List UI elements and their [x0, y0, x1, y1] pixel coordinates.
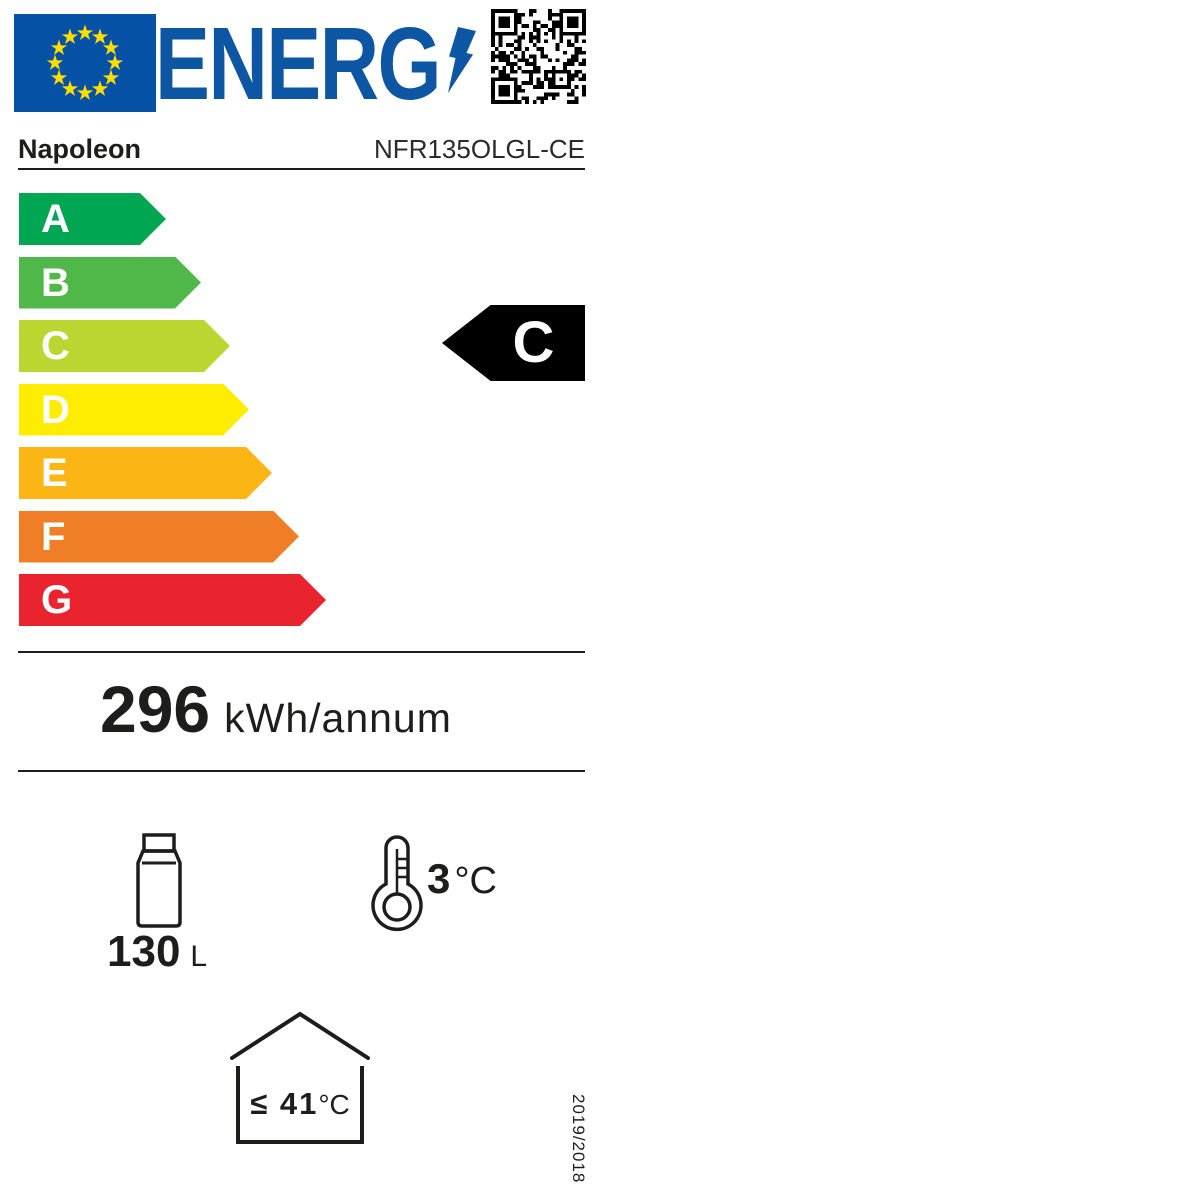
scale-arrow-f: F	[19, 511, 299, 563]
efficiency-scale: A B C D E F G	[19, 193, 326, 626]
consumption-unit: kWh/annum	[224, 695, 452, 741]
eu-flag-icon	[14, 14, 156, 112]
scale-label-b: B	[41, 260, 70, 305]
temperature-unit: °C	[454, 860, 497, 902]
scale-label-f: F	[41, 514, 66, 559]
temperature-value: 3	[427, 855, 451, 902]
rated-class-arrow: C	[442, 305, 585, 381]
lightning-bolt-icon	[448, 27, 476, 93]
brand-name: Napoleon	[18, 134, 142, 164]
scale-arrow-c: C	[19, 320, 230, 372]
scale-label-c: C	[41, 324, 70, 368]
divider-consumption-bottom	[18, 770, 585, 772]
model-number: NFR135OLGL-CE	[374, 134, 585, 164]
bottle-icon	[136, 833, 182, 928]
eu-flag-stars	[46, 24, 124, 100]
brand-row: Napoleon NFR135OLGL-CE	[18, 134, 585, 165]
scale-arrow-b: B	[19, 257, 201, 309]
lightning-bolt-shape	[448, 27, 476, 93]
ambient-value: ≤ 41	[250, 1086, 319, 1121]
volume-unit: L	[190, 940, 208, 973]
volume-row: 130 L	[107, 930, 207, 974]
thermometer-icon	[371, 835, 423, 932]
scale-label-d: D	[41, 387, 70, 432]
annual-consumption: 296 kWh/annum	[100, 676, 452, 742]
scale-arrow-e: E	[19, 447, 272, 499]
scale-arrow-g: G	[19, 574, 326, 626]
scale-label-g: G	[41, 578, 73, 622]
ambient-unit: °C	[318, 1089, 350, 1120]
qr-code	[491, 9, 586, 104]
scale-arrow-a: A	[19, 193, 166, 245]
house-icon	[230, 1011, 370, 1144]
divider-top	[18, 168, 585, 170]
temperature-row: 3 °C	[427, 858, 497, 903]
consumption-value: 296	[100, 672, 211, 746]
scale-label-e: E	[41, 451, 68, 495]
divider-consumption-top	[18, 651, 585, 653]
scale-label-a: A	[41, 197, 70, 241]
rated-class-label: C	[512, 310, 555, 375]
volume-value: 130	[107, 927, 181, 976]
ambient-row: ≤ 41°C	[226, 1086, 374, 1122]
energy-logo-text: ENERG	[155, 6, 442, 121]
scale-arrow-d: D	[19, 384, 249, 436]
qr-modules	[491, 9, 586, 104]
regulation-reference: 2019/2018	[569, 1094, 588, 1184]
